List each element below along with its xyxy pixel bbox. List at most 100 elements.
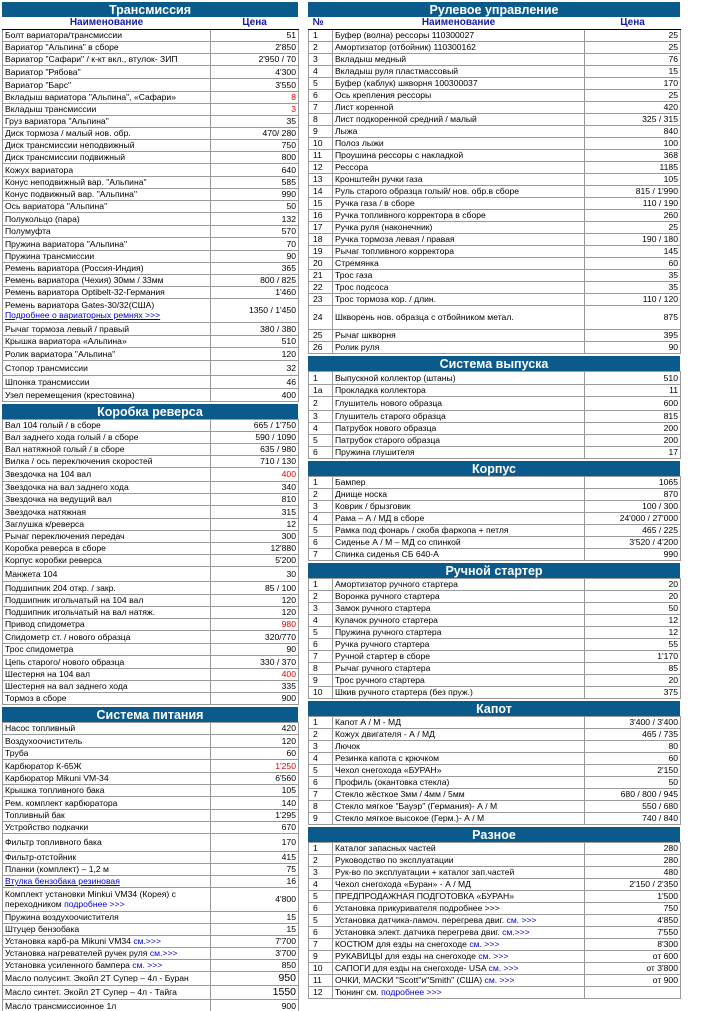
- item-price: 325 / 315: [584, 112, 681, 126]
- row-number: 20: [308, 256, 333, 270]
- item-name-cell: ПРЕДПРОДАЖНАЯ ПОДГОТОВКА «БУРАН»: [332, 889, 585, 903]
- item-name-cell: Воздухоочиститель: [2, 733, 211, 748]
- item-name: Комплект установки Minkui VM34 (Корея) с…: [5, 889, 176, 909]
- details-link[interactable]: см.>>>: [133, 936, 161, 946]
- item-name-cell: Шпонка трансмиссии: [2, 374, 211, 389]
- item-price: 50: [584, 775, 681, 789]
- item-price: 2'950 / 70: [210, 52, 299, 66]
- item-name: Ось вариатора "Альпина": [5, 201, 108, 211]
- row-number: 18: [308, 232, 333, 246]
- item-name: Ремень вариатора Gates-30/32(США): [5, 300, 155, 310]
- section-header: Система питания: [2, 706, 298, 722]
- item-price: 315: [210, 504, 299, 519]
- item-price: 3'700: [210, 946, 299, 960]
- details-link[interactable]: см. >>>: [478, 951, 509, 961]
- item-price: 32: [210, 359, 299, 376]
- item-name: Крышка вариатора «Альпина»: [5, 336, 127, 346]
- item-name-cell: Чехол снегохода «Буран» - А / МД: [332, 877, 585, 891]
- item-name-cell: Руль старого образца голый/ нов. обр.в с…: [332, 184, 585, 198]
- item-name-cell: Коврик / брызговик: [332, 499, 585, 513]
- item-price: 24'000 / 27'000: [584, 511, 681, 525]
- details-link[interactable]: подробнее >>>: [381, 987, 442, 997]
- item-name-cell: Буфер (волна) рессоры 110300027: [332, 28, 585, 42]
- table-row: 17 Ручка руля (наконечник) 25: [308, 220, 681, 234]
- item-price: 70: [210, 236, 299, 251]
- row-number: 16: [308, 208, 333, 222]
- item-name: Лыжа: [335, 126, 358, 136]
- table-row: Масло полусинт. Экойл 2Т Супер – 4л - Бу…: [2, 970, 299, 986]
- item-name-cell: Пружина ручного стартера: [332, 625, 585, 639]
- item-name-cell: Рем. комплект карбюратора: [2, 795, 211, 810]
- item-name-link[interactable]: Втулка бензобака резиновая: [5, 876, 120, 886]
- item-price: 420: [210, 721, 299, 735]
- table-row: 1 Каталог запасных частей 280: [308, 841, 681, 855]
- item-name: Карбюратор К-65Ж: [5, 760, 82, 771]
- table-row: Пружина воздухоочистителя 15: [2, 910, 299, 924]
- details-link[interactable]: см.>>>: [149, 948, 178, 958]
- table-row: 2 Кожух двигателя - А / МД 465 / 735: [308, 727, 681, 741]
- item-name-cell: Полумуфта: [2, 224, 211, 238]
- table-row: Шпонка трансмиссии 46: [2, 374, 299, 389]
- item-name-cell: Масло синтет. Экойл 2Т Супер – 4л - Тайг…: [2, 984, 211, 1000]
- item-price: 990: [584, 547, 681, 561]
- column-header-row: Наименование Цена: [2, 17, 299, 30]
- item-name-cell: Установка элект. датчика перегрева двиг.…: [332, 925, 585, 939]
- table-row: 10 Полоз лыжи 100: [308, 136, 681, 150]
- details-link[interactable]: см. >>>: [484, 975, 515, 985]
- item-name-cell: Тюнинг см. подробнее >>>: [332, 985, 585, 999]
- details-link[interactable]: см.>>>: [502, 927, 530, 937]
- item-name: Карбюратор Mikuni VM-34: [5, 773, 109, 783]
- row-number: 10: [308, 136, 333, 150]
- table-row: Вариатор "Барс" 3'550: [2, 77, 299, 92]
- item-name: ОЧКИ, МАСКИ "Scott"и"Smith" (США): [335, 975, 483, 985]
- details-link[interactable]: см. >>>: [488, 963, 519, 973]
- item-price: 12: [584, 625, 681, 639]
- item-price: 7'700: [210, 934, 299, 948]
- section-header: Корпус: [308, 460, 680, 476]
- item-name: ПРЕДПРОДАЖНАЯ ПОДГОТОВКА «БУРАН»: [335, 891, 515, 901]
- table-row: Вал 104 голый / в сборе 665 / 1'750: [2, 418, 299, 432]
- details-link[interactable]: см. >>>: [469, 939, 500, 949]
- table-row: 11 Проушина рессоры с накладкой 368: [308, 148, 681, 162]
- table-row: Установка усиленного бампера см. >>> 850: [2, 958, 299, 972]
- item-name-cell: Стремянка: [332, 256, 585, 270]
- details-link[interactable]: см. >>>: [132, 960, 163, 970]
- item-name-cell: Профиль (окантовка стекла): [332, 775, 585, 789]
- row-number: 15: [308, 196, 333, 210]
- item-price: 400: [210, 466, 299, 482]
- item-name: Вкладыш вариатора "Альпина", «Сафари»: [5, 92, 176, 102]
- item-name-cell: ОЧКИ, МАСКИ "Scott"и"Smith" (США) см. >>…: [332, 973, 585, 987]
- item-price: 875: [584, 304, 681, 330]
- table-row: 6 Сиденье А / М – МД со спинкой 3'520 / 4'…: [308, 535, 681, 549]
- item-price: 15: [584, 64, 681, 78]
- details-link[interactable]: см. >>>: [506, 915, 537, 925]
- item-price: 900: [210, 998, 299, 1011]
- row-number: 1: [308, 370, 333, 385]
- details-link[interactable]: Подробнее о вариаторных ремнях >>>: [5, 310, 161, 320]
- table-row: Насос топливный 420: [2, 721, 299, 735]
- table-row: Подшипник игольчатый на вал натяж. 120: [2, 605, 299, 619]
- column-header-name: Наименование: [332, 17, 585, 30]
- table-row: 14 Руль старого образца голый/ нов. обр.в…: [308, 184, 681, 198]
- item-name: Руководство по эксплуатации: [335, 855, 454, 865]
- item-name: Масло трансмиссионное 1л: [5, 1001, 117, 1011]
- table-row: Конус неподвижный вар. "Альпина" 585: [2, 175, 299, 189]
- details-link[interactable]: подробнее >>>: [64, 899, 125, 909]
- item-name-cell: Трос тормоза кор. / длин.: [332, 292, 585, 306]
- item-price: 335: [210, 679, 299, 693]
- item-price: [584, 985, 681, 999]
- item-name-cell: Установка усиленного бампера см. >>>: [2, 958, 211, 972]
- item-price: 280: [584, 841, 681, 855]
- item-name-cell: Крышка вариатора «Альпина»: [2, 334, 211, 348]
- item-name: Кожух вариатора: [5, 164, 74, 175]
- item-name-cell: Ручка руля (наконечник): [332, 220, 585, 234]
- item-name: Подшипник 204 откр. / закр.: [5, 582, 116, 593]
- item-name: Профиль (окантовка стекла): [335, 777, 450, 787]
- item-name: Спидометр ст. / нового образца: [5, 631, 131, 642]
- item-name: Вал натяжной голый / в сборе: [5, 444, 125, 454]
- item-name: Ручной стартер в сборе: [335, 651, 431, 661]
- item-price: 120: [210, 733, 299, 748]
- item-name: Заглушка к/реверса: [5, 519, 85, 529]
- table-row: 15 Ручка газа / в сборе 110 / 190: [308, 196, 681, 210]
- item-name: Кожух двигателя - А / МД: [335, 729, 435, 739]
